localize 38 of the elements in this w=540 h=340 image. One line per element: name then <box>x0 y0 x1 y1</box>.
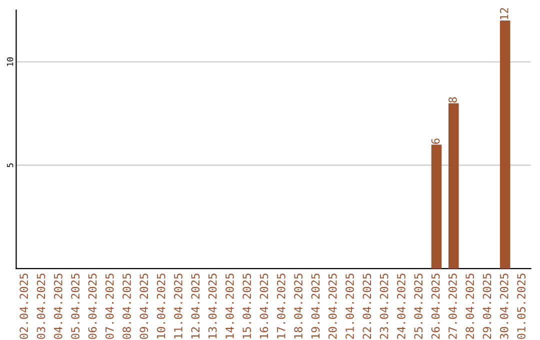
x-tick-label: 03.04.2025 <box>36 274 46 339</box>
bar <box>431 144 442 269</box>
x-tick-label: 11.04.2025 <box>174 274 182 338</box>
x-tick-label: 19.04.2025 <box>311 274 320 338</box>
x-tick-label: 09.04.2025 <box>140 274 148 339</box>
x-tick-label: 28.04.2025 <box>466 274 474 339</box>
x-tick-label: 12.04.2025 <box>191 274 200 338</box>
x-tick-label: 08.04.2025 <box>122 274 131 339</box>
x-tick-label: 06.04.2025 <box>88 274 97 339</box>
x-tick-label: 13.04.2025 <box>208 274 217 338</box>
x-tick-label: 15.04.2025 <box>242 274 252 338</box>
x-tick-label: 29.04.2025 <box>482 274 492 339</box>
x-tick-label: 30.04.2025 <box>500 274 508 339</box>
x-tick-label: 23.04.2025 <box>380 274 388 339</box>
y-tick-label: 10 <box>6 57 14 66</box>
x-tick-label: 24.04.2025 <box>397 274 406 339</box>
y-tick-label: 5 <box>7 163 14 168</box>
x-tick-label: 21.04.2025 <box>346 274 354 339</box>
x-tick-label: 20.04.2025 <box>328 274 337 339</box>
x-tick-label: 01.05.2025 <box>517 274 526 339</box>
x-tick-label: 17.04.2025 <box>276 274 286 338</box>
x-tick-label: 05.04.2025 <box>71 274 80 339</box>
x-tick-label: 10.04.2025 <box>156 274 166 338</box>
bar <box>448 103 459 269</box>
x-tick-label: 07.04.2025 <box>105 274 114 339</box>
bar <box>500 20 510 269</box>
data-label: 6 <box>431 138 440 144</box>
x-tick-label: 27.04.2025 <box>448 274 457 339</box>
x-tick-label: 02.04.2025 <box>20 274 28 339</box>
data-label: 8 <box>448 97 457 103</box>
data-label: 12 <box>500 8 508 20</box>
x-tick-label: 22.04.2025 <box>362 274 372 339</box>
x-tick-label: 25.04.2025 <box>414 274 423 339</box>
x-tick-label: 18.04.2025 <box>294 274 302 338</box>
x-tick-label: 14.04.2025 <box>225 274 234 338</box>
x-tick-label: 26.04.2025 <box>431 274 440 339</box>
x-tick-label: 04.04.2025 <box>54 274 62 339</box>
x-tick-label: 16.04.2025 <box>260 274 268 338</box>
